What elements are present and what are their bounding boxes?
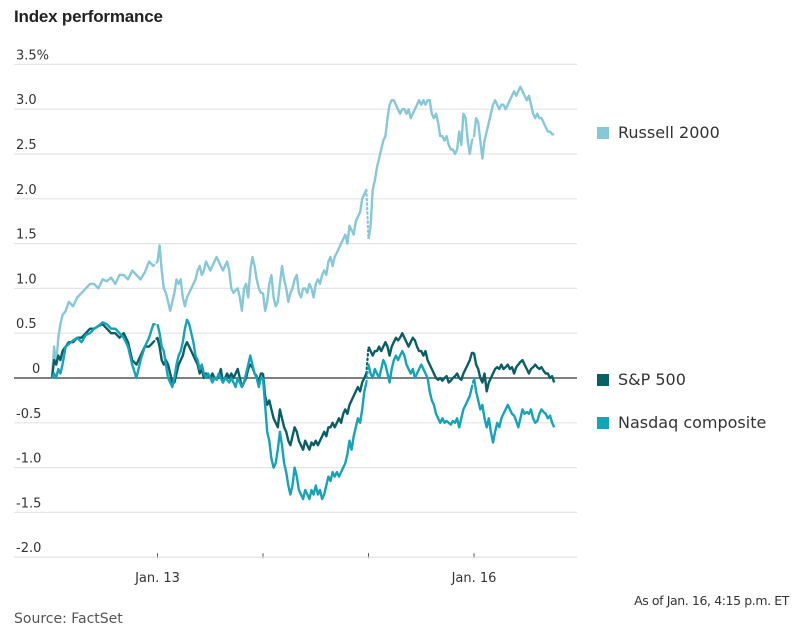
session-line <box>261 377 368 501</box>
overnight-gap-line <box>470 376 476 389</box>
session-line <box>50 260 155 379</box>
series-nasdaq-composite <box>50 318 556 501</box>
x-tick-label: Jan. 16 <box>451 571 497 586</box>
y-tick-label: 2.5 <box>16 138 37 153</box>
x-tick-label: Jan. 13 <box>134 571 180 586</box>
y-tick-label: -1.0 <box>16 452 41 467</box>
y-axis-ticks: 3.5% 3.0 2.5 2.0 1.5 1.0 0.5 0 -0.5 -1.0 -1.5 -2.0 <box>16 48 49 556</box>
chart-title: Index performance <box>14 7 163 26</box>
overnight-gap-line <box>365 345 370 375</box>
overnight-gap-line <box>365 188 370 241</box>
session-line <box>261 189 368 312</box>
legend-swatch-nasdaq-composite <box>597 416 609 429</box>
y-tick-label: -2.0 <box>16 541 41 556</box>
y-tick-label: 3.0 <box>16 93 37 108</box>
source-note: Source: FactSet <box>14 611 123 627</box>
session-line <box>472 85 555 160</box>
legend-item-russell-2000: Russell 2000 <box>597 123 720 142</box>
x-axis: Jan. 13 Jan. 16 <box>14 553 577 586</box>
y-tick-label: -0.5 <box>16 407 41 422</box>
legend-item-nasdaq-composite: Nasdaq composite <box>597 413 766 432</box>
legend-label: Nasdaq composite <box>618 413 767 432</box>
gridlines <box>14 63 577 558</box>
y-tick-label: 0 <box>32 362 40 377</box>
session-line <box>367 349 474 429</box>
session-line <box>367 332 474 384</box>
legend-swatch-russell-2000 <box>597 126 609 139</box>
y-tick-label: 1.0 <box>16 272 37 287</box>
legend-item-sp-500: S&P 500 <box>597 370 686 389</box>
y-tick-label: 1.5 <box>16 228 37 243</box>
y-tick-label: 2.0 <box>16 183 37 198</box>
legend-label: S&P 500 <box>618 370 686 389</box>
session-line <box>367 99 474 240</box>
overnight-gap-line <box>152 260 159 268</box>
series-russell-2000 <box>50 85 555 379</box>
y-tick-label: 3.5% <box>16 48 49 63</box>
session-line <box>472 377 556 444</box>
session-line <box>472 352 556 393</box>
y-tick-label: -1.5 <box>16 496 41 511</box>
session-line <box>50 321 155 380</box>
overnight-gap-line <box>470 134 476 142</box>
legend-swatch-sp-500 <box>597 373 609 386</box>
as-of-note: As of Jan. 16, 4:15 p.m. ET <box>634 593 789 608</box>
y-tick-label: 0.5 <box>16 317 37 332</box>
series-lines <box>50 85 556 501</box>
session-line <box>156 318 263 389</box>
session-line <box>156 244 262 312</box>
session-line <box>261 372 368 451</box>
legend-label: Russell 2000 <box>618 123 720 142</box>
